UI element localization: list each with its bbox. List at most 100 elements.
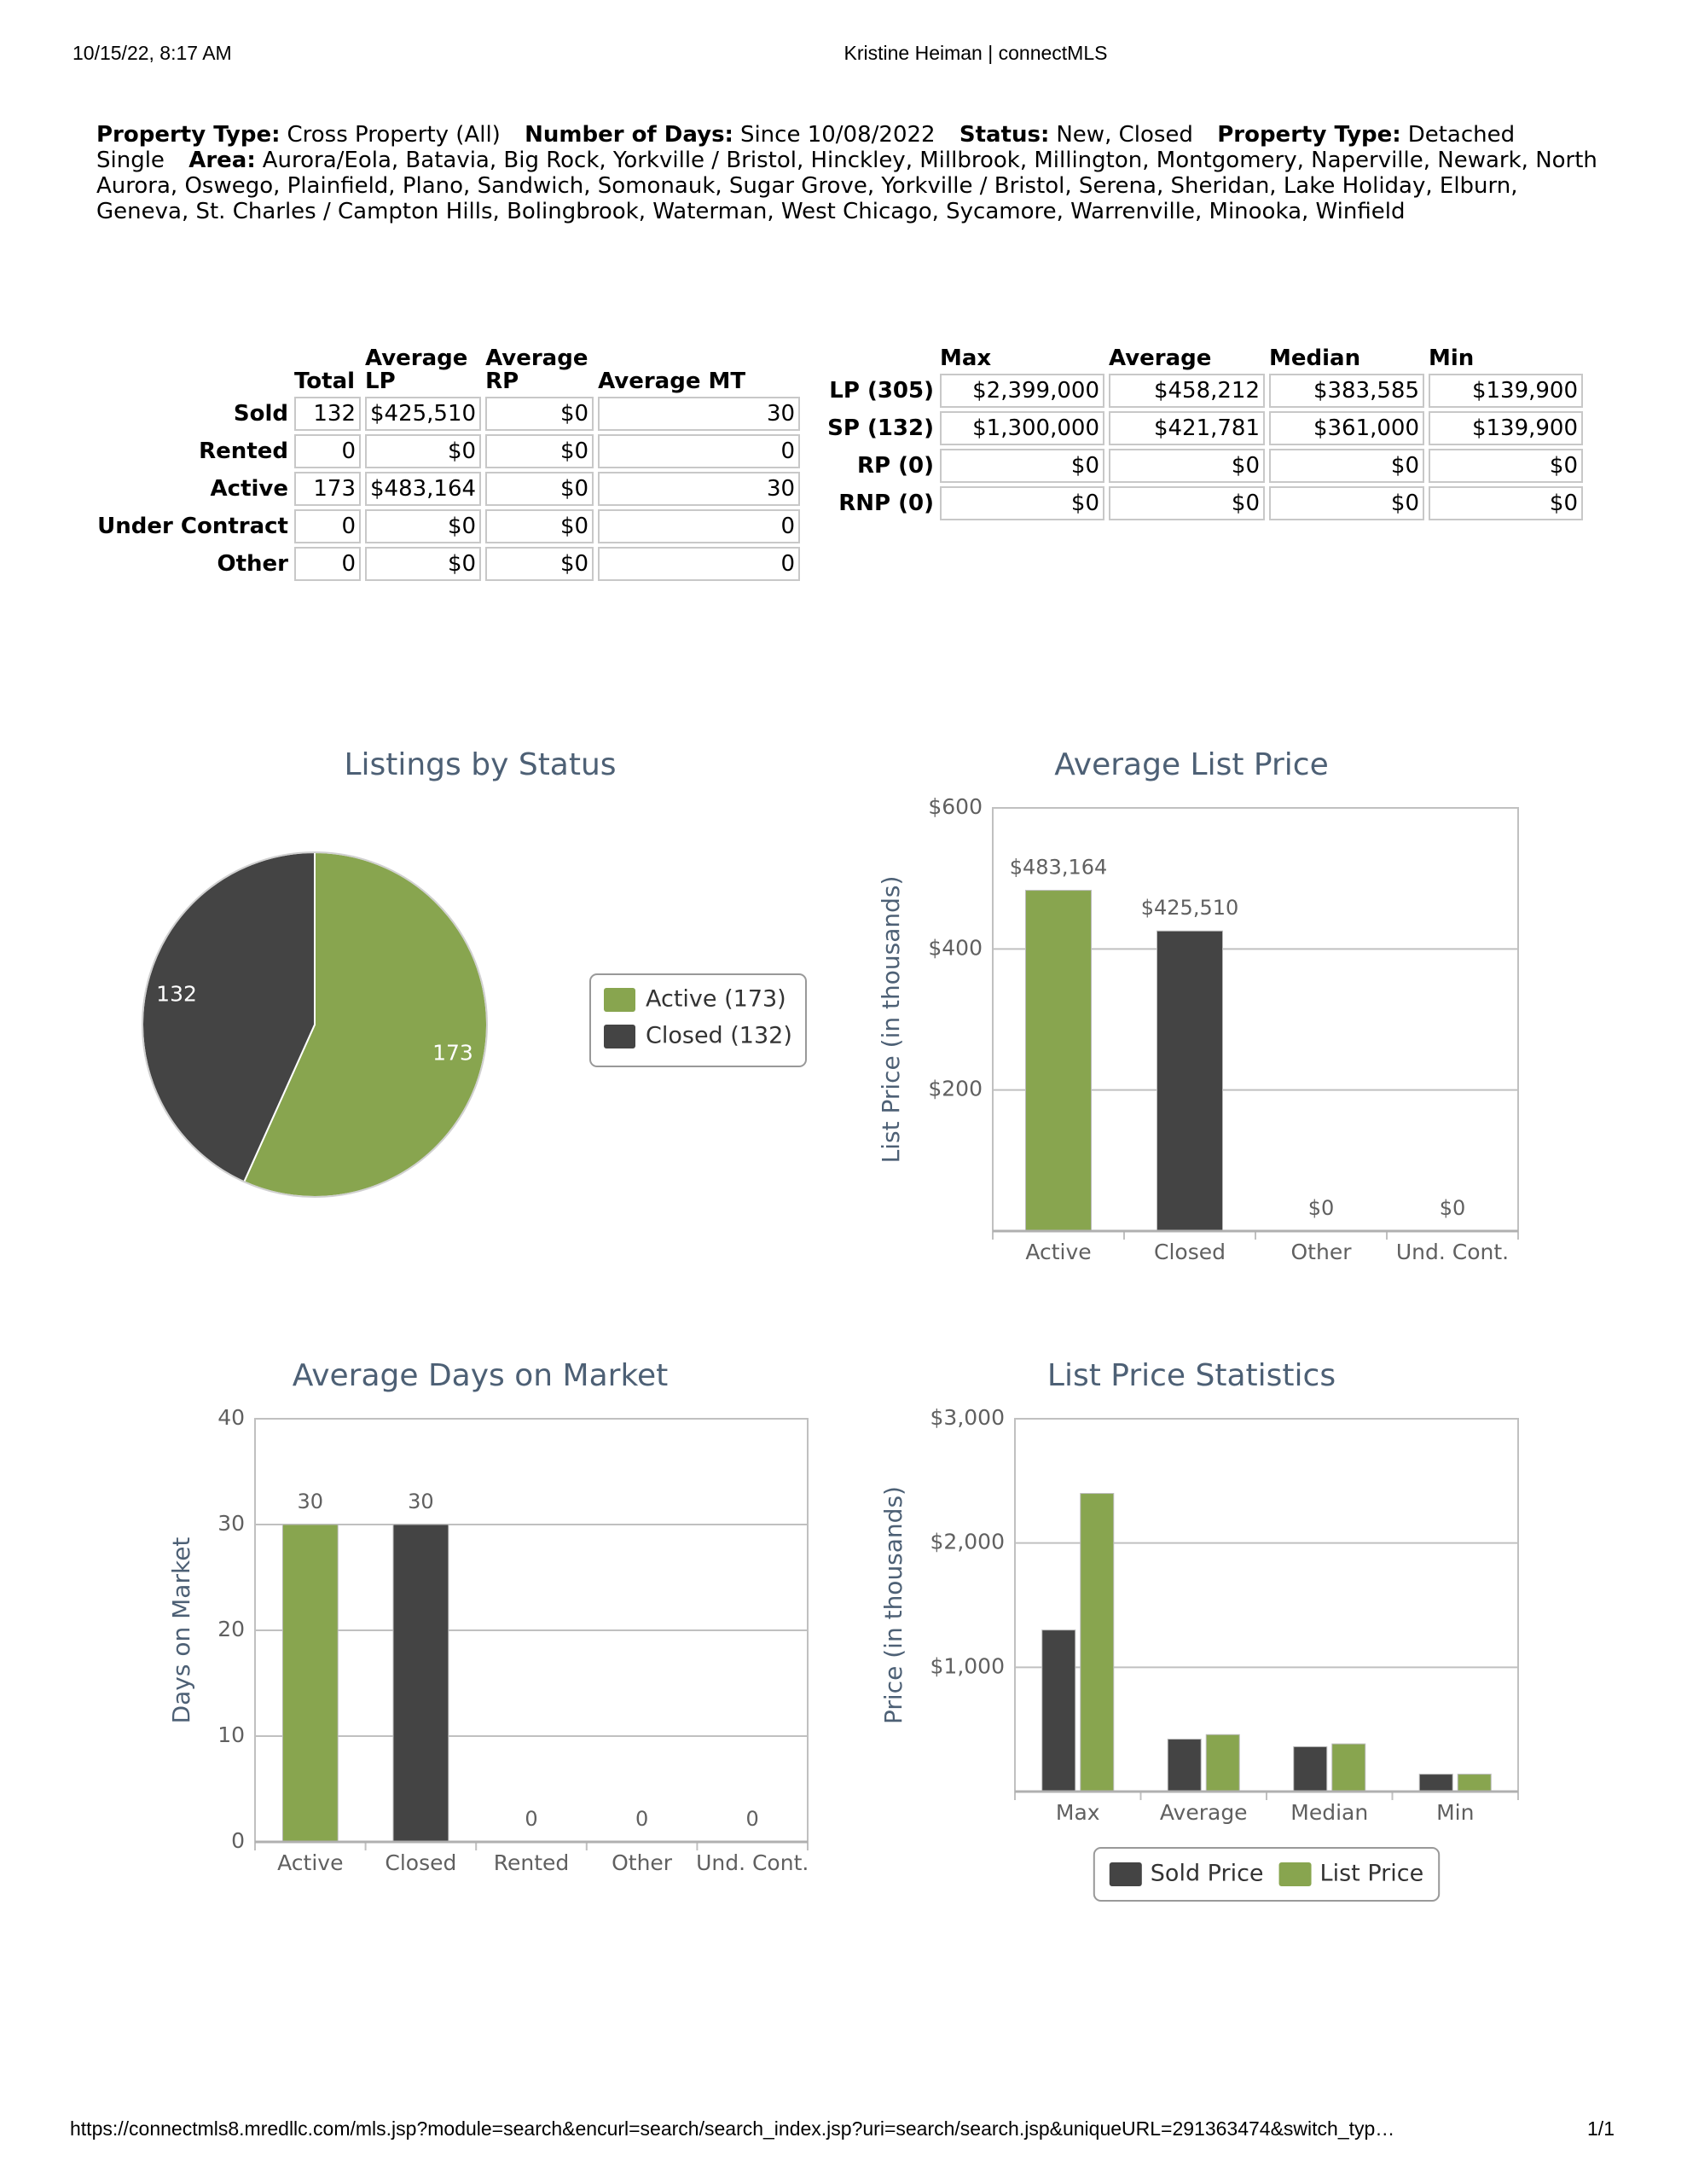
bar	[1080, 1493, 1115, 1792]
table-cell: $0	[485, 509, 594, 543]
criterion-label: Property Type:	[1217, 122, 1401, 148]
table-cell: 0	[294, 434, 361, 468]
y-tick-label: $200	[928, 1077, 983, 1101]
criterion-label: Property Type:	[96, 122, 281, 148]
legend-swatch	[1278, 1862, 1312, 1886]
table-body: Sold 132 $425,510 $0 30 Rented 0 $0 $0 0 Active 173…	[96, 397, 801, 581]
footer-url: https://connectmls8.mredllc.com/mls.jsp?…	[70, 2117, 1395, 2140]
table-cell: $0	[485, 434, 594, 468]
y-tick-label: $3,000	[930, 1405, 1005, 1430]
print-title: Kristine Heiman | connectMLS	[844, 42, 1108, 64]
table-cell: 0	[598, 547, 801, 581]
data-label: $0	[1308, 1196, 1335, 1220]
table-row: Active 173 $483,164 $0 30	[96, 472, 801, 506]
row-label: Other	[217, 551, 289, 577]
x-tick-label: Average	[1160, 1800, 1248, 1825]
bar	[1418, 1774, 1453, 1792]
table-body: LP (305) $2,399,000 $458,212 $383,585 $139,9…	[821, 374, 1583, 520]
y-tick-label: $2,000	[930, 1530, 1005, 1554]
x-tick-label: Active	[1025, 1240, 1091, 1264]
row-label: Rented	[199, 439, 288, 464]
table-cell: $421,781	[1109, 411, 1265, 445]
slice-label: 132	[156, 981, 197, 1006]
table-head: Max Average Median Min	[821, 347, 1583, 370]
bar	[1025, 890, 1092, 1232]
criterion: Property Type: Cross Property (All)	[96, 122, 501, 148]
y-tick-label: $400	[928, 935, 983, 960]
criterion-label: Number of Days:	[525, 122, 733, 148]
header-row: Max Average Median Min	[821, 347, 1583, 370]
stats-table: Max Average Median Min LP (305) $2,399,000 $45…	[817, 344, 1587, 524]
bar	[1205, 1734, 1240, 1792]
footer-page: 1/1	[1587, 2117, 1615, 2140]
criterion: Status: New, Closed	[959, 122, 1193, 148]
bar	[1157, 930, 1223, 1232]
legend-label: Sold Price	[1151, 1861, 1264, 1887]
table-head: Total Average LP Average RP Average MT	[96, 347, 800, 393]
table-cell: 0	[598, 509, 801, 543]
criterion-value: Aurora/Eola, Batavia, Big Rock, Yorkvill…	[96, 148, 1597, 224]
table-cell: 0	[294, 547, 361, 581]
legend-label: List Price	[1320, 1861, 1424, 1887]
x-tick-label: Closed	[1154, 1240, 1226, 1264]
bar	[1331, 1743, 1366, 1792]
table-row: Rented 0 $0 $0 0	[96, 434, 801, 468]
column-header: Median	[1269, 346, 1361, 371]
criterion-label: Status:	[959, 122, 1050, 148]
table-cell: $1,300,000	[940, 411, 1104, 445]
legend-label: Closed (132)	[646, 1023, 792, 1049]
table-cell: 0	[294, 509, 361, 543]
stats-table-wrap: Max Average Median Min LP (305) $2,399,000 $45…	[817, 344, 1587, 524]
table-cell: $139,900	[1429, 411, 1583, 445]
legend-swatch	[1109, 1862, 1142, 1886]
legend-label: Active (173)	[646, 986, 786, 1013]
legend: Sold Price List Price	[1093, 1847, 1441, 1902]
summary-table-wrap: Total Average LP Average RP Average MT Sold 1…	[92, 344, 804, 584]
chart-title: Average List Price	[1054, 747, 1328, 782]
x-tick-label: Max	[1056, 1800, 1100, 1825]
row-label: RP (0)	[857, 453, 934, 479]
table-cell: $0	[485, 547, 594, 581]
criterion-value: Since 10/08/2022	[739, 122, 936, 148]
table-cell: 173	[294, 472, 361, 506]
table-row: Sold 132 $425,510 $0 30	[96, 397, 801, 431]
table-cell: 132	[294, 397, 361, 431]
y-tick-label: $1,000	[930, 1653, 1005, 1678]
table-cell: $2,399,000	[940, 374, 1104, 408]
table-row: Under Contract 0 $0 $0 0	[96, 509, 801, 543]
table-cell: $0	[1429, 486, 1583, 520]
column-header: Average LP	[365, 346, 468, 394]
bar	[1041, 1629, 1076, 1792]
y-axis-label: Days on Market	[167, 1537, 195, 1724]
bar	[1457, 1774, 1492, 1792]
summary-table: Total Average LP Average RP Average MT Sold 1…	[92, 344, 804, 584]
table-cell: $0	[940, 449, 1104, 483]
table-cell: $0	[485, 397, 594, 431]
table-cell: $458,212	[1109, 374, 1265, 408]
bar	[281, 1524, 339, 1843]
y-axis-label: List Price (in thousands)	[877, 876, 905, 1164]
table-row: Other 0 $0 $0 0	[96, 547, 801, 581]
y-tick-label: 10	[217, 1722, 245, 1747]
table-cell: $0	[1109, 449, 1265, 483]
column-header: Min	[1429, 346, 1475, 371]
x-tick-label: Other	[612, 1850, 673, 1875]
row-label: LP (305)	[829, 378, 934, 404]
x-tick-label: Median	[1290, 1800, 1368, 1825]
legend-swatch	[604, 1025, 635, 1048]
data-label: 30	[408, 1490, 434, 1513]
header-row: Total Average LP Average RP Average MT	[96, 347, 800, 393]
table-cell: $0	[365, 434, 482, 468]
table-cell: $0	[485, 472, 594, 506]
table-cell: $0	[365, 509, 482, 543]
legend-box	[1093, 1847, 1441, 1902]
y-tick-label: 40	[217, 1405, 245, 1430]
legend-box	[589, 973, 807, 1067]
column-header: Max	[940, 346, 992, 371]
y-axis-label: Price (in thousands)	[879, 1486, 907, 1724]
y-tick-label: 30	[217, 1511, 245, 1536]
table-cell: $483,164	[365, 472, 482, 506]
table-cell: $0	[1429, 449, 1583, 483]
column-header: Average RP	[485, 346, 588, 394]
